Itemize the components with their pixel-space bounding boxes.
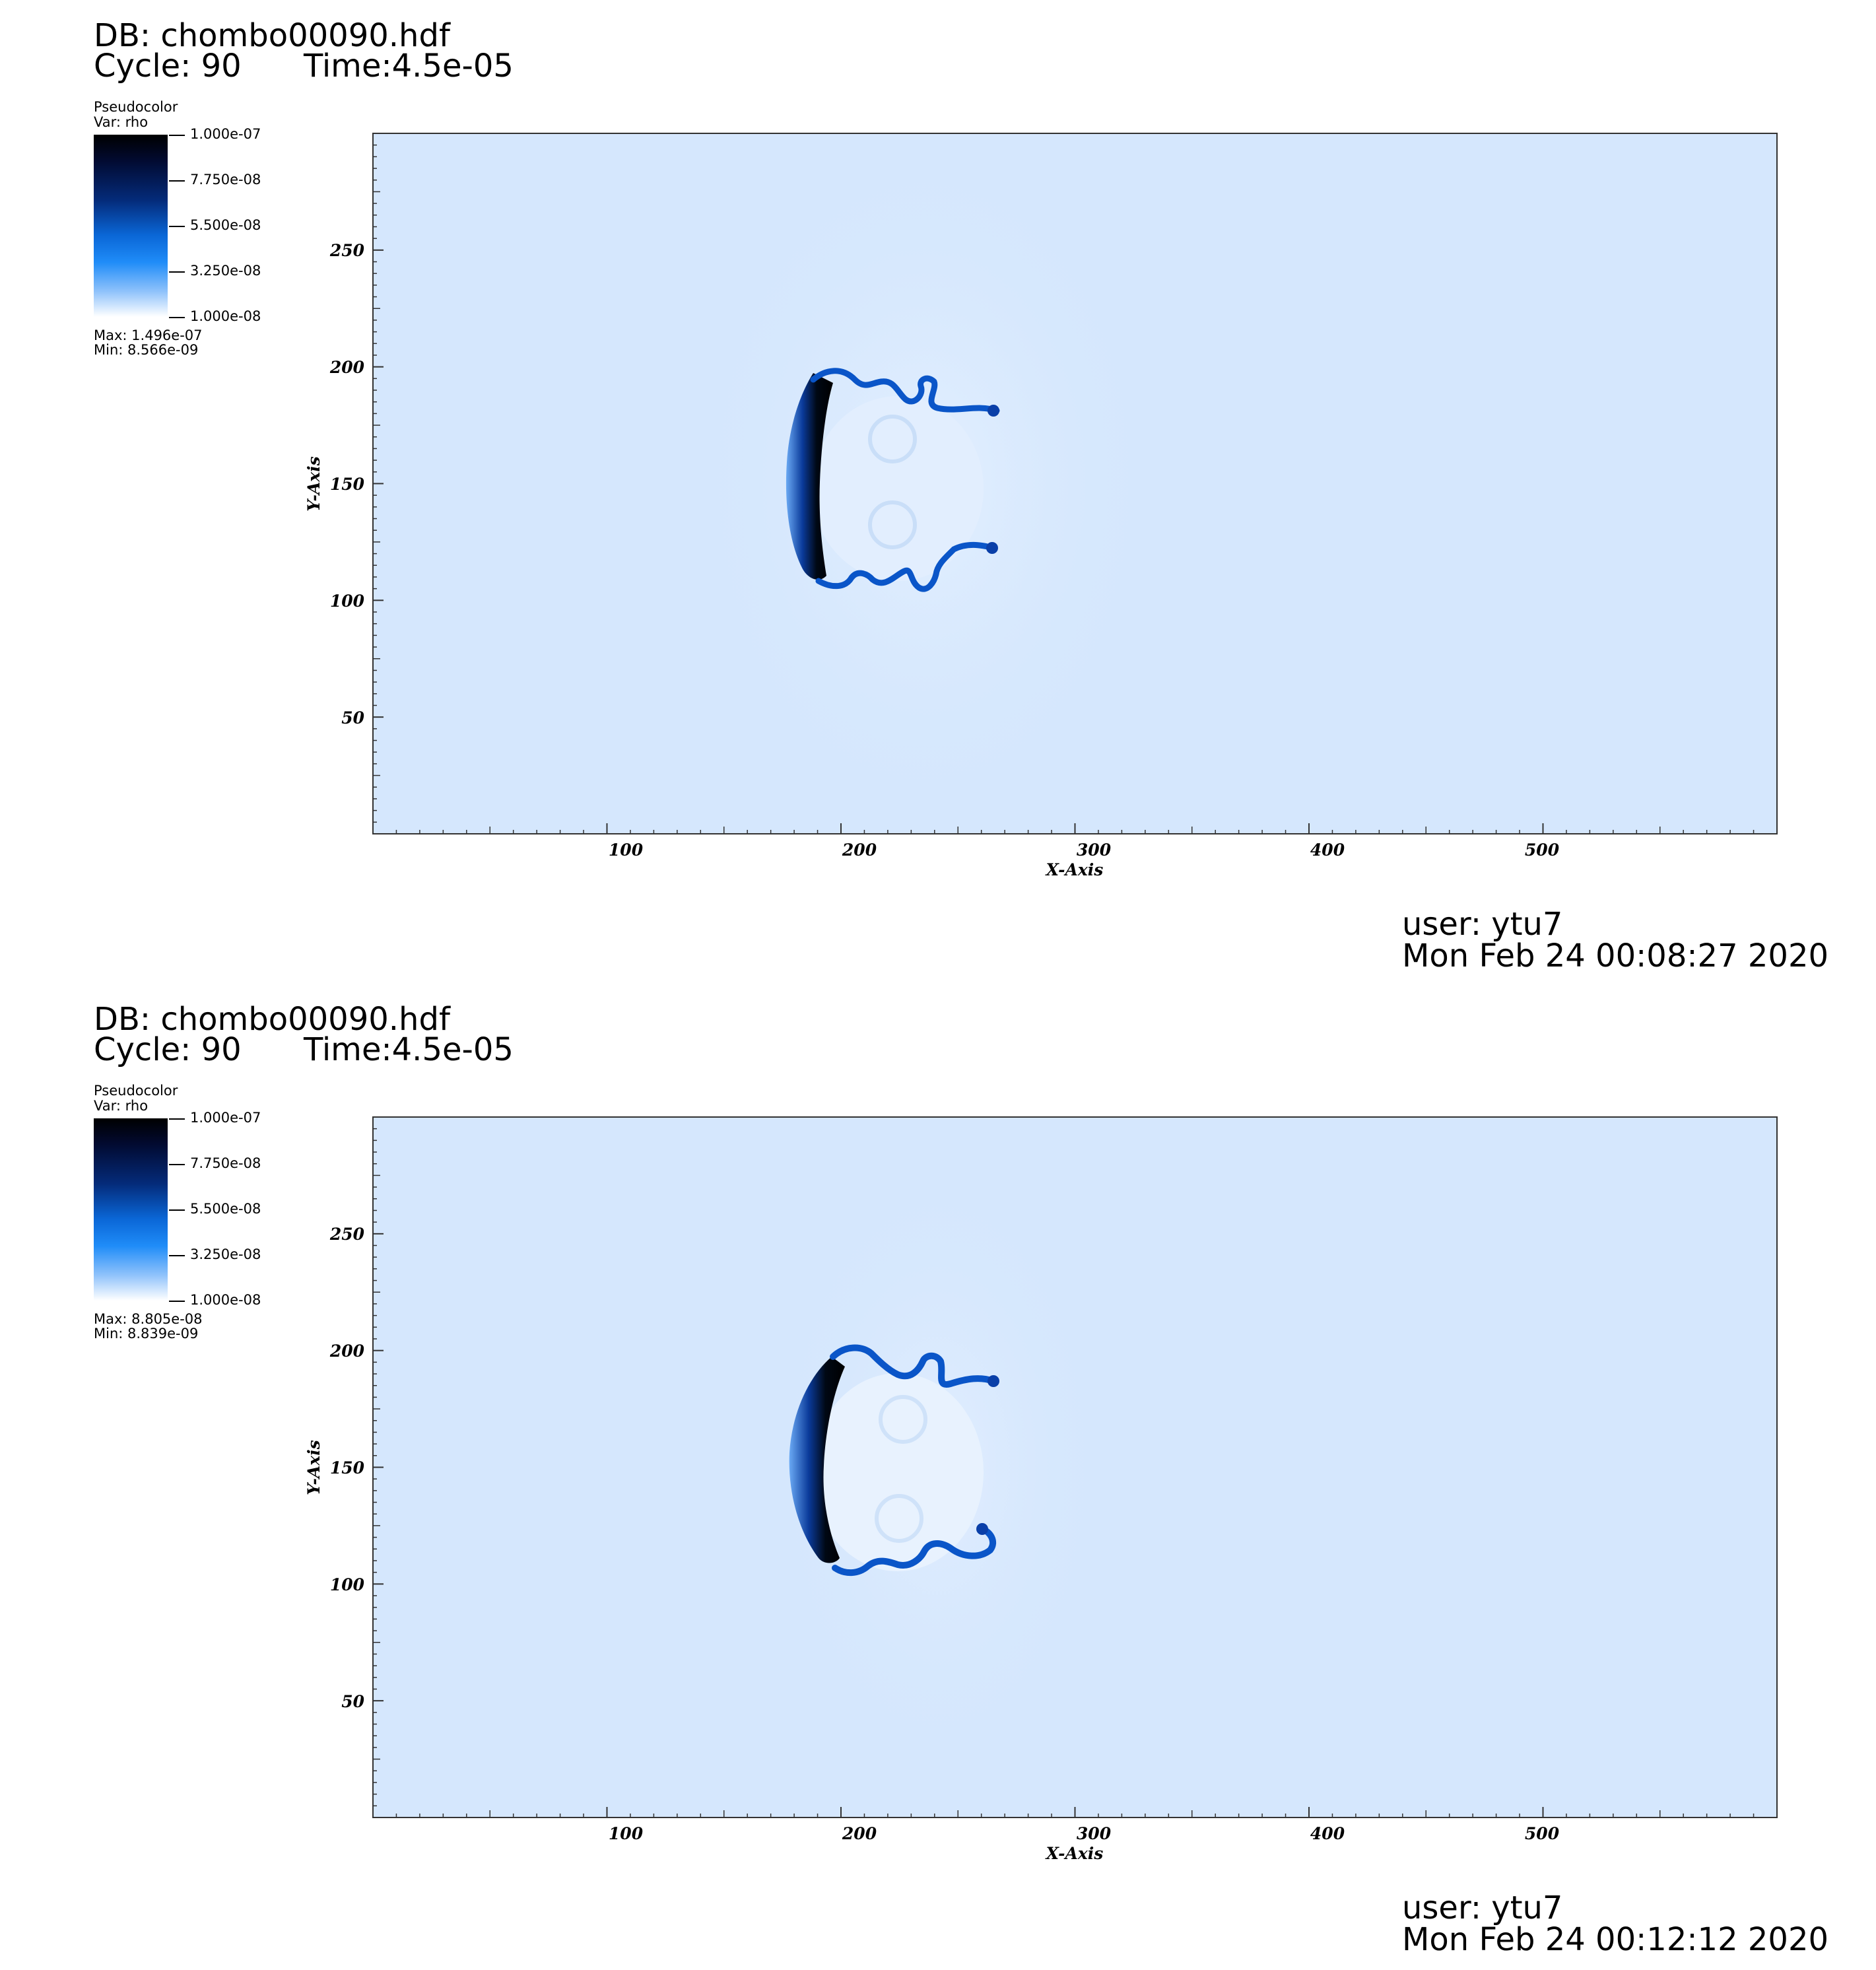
pseudocolor-plot: 100 200 300 400 500 X-Axis 50 100 150 20…: [304, 1116, 1778, 1863]
axis-ticks: [373, 1128, 1755, 1817]
colorbar-tick-mark: [169, 317, 185, 318]
plot-panel-1: DB: chombo00090.hdf Cycle: 90 Time:4.5e-…: [0, 0, 1876, 984]
x-tick-label: 400: [1310, 1824, 1345, 1843]
lower-tail: [832, 1526, 997, 1577]
y-axis-label: Y-Axis: [304, 1440, 323, 1495]
y-tick-label: 250: [329, 1225, 365, 1244]
x-axis-label: X-Axis: [1045, 1844, 1104, 1863]
colorbar-tick-mark: [169, 1209, 185, 1211]
x-tick-label: 300: [1077, 1824, 1112, 1843]
colorbar-tick-label: 1.000e-08: [190, 1292, 261, 1308]
legend-title: Pseudocolor: [94, 99, 178, 115]
colorbar-tick-label: 1.000e-08: [190, 308, 261, 324]
pseudocolor-plot: 100 200 300 400 500 X-Axis 50 100 150 20…: [304, 133, 1778, 879]
tail-tip: [986, 542, 998, 554]
cycle-label: Cycle: 90: [94, 48, 242, 85]
colorbar-tick-mark: [169, 226, 185, 227]
time-label: Time:4.5e-05: [304, 1031, 514, 1068]
colorbar-tick-mark: [169, 135, 185, 136]
y-tick-label: 50: [341, 708, 364, 728]
y-tick-label: 150: [330, 475, 365, 494]
date-label: Mon Feb 24 00:12:12 2020: [1402, 1921, 1829, 1958]
x-tick-label: 500: [1525, 840, 1560, 860]
shock-front: [786, 373, 833, 580]
x-tick-label: 100: [609, 840, 644, 860]
tail-tip: [976, 1523, 988, 1535]
vortex: [868, 415, 917, 463]
colorbar-tick-mark: [169, 1118, 185, 1120]
x-tick-label: 500: [1525, 1824, 1560, 1843]
y-tick-label: 100: [330, 592, 365, 611]
tail-tip: [988, 1375, 999, 1387]
legend-max: Max: 8.805e-08: [94, 1311, 203, 1327]
user-label: user: ytu7: [1402, 1889, 1563, 1926]
colorbar-tick-label: 5.500e-08: [190, 217, 261, 233]
x-tick-label: 300: [1077, 840, 1112, 860]
vortex: [868, 500, 917, 549]
colorbar-tick-label: 5.500e-08: [190, 1201, 261, 1217]
y-tick-label: 100: [330, 1575, 365, 1594]
y-tick-label: 200: [329, 1342, 365, 1361]
x-tick-label: 200: [842, 840, 877, 860]
shock-front: [789, 1357, 845, 1563]
legend-title: Pseudocolor: [94, 1083, 178, 1099]
user-label: user: ytu7: [1402, 906, 1563, 943]
cycle-label: Cycle: 90: [94, 1031, 242, 1068]
y-tick-label: 250: [329, 241, 365, 260]
upper-tail: [810, 368, 1000, 414]
colorbar-tick-label: 3.250e-08: [190, 1246, 261, 1262]
vortex: [875, 1494, 923, 1543]
colorbar-tick-label: 7.750e-08: [190, 1155, 261, 1171]
vortex-region: [812, 396, 984, 581]
y-tick-label: 150: [330, 1458, 365, 1478]
axis-ticks: [373, 144, 1755, 834]
colorbar: [94, 1118, 168, 1301]
time-label: Time:4.5e-05: [304, 48, 514, 85]
legend-max: Max: 1.496e-07: [94, 327, 203, 343]
colorbar-tick-mark: [169, 271, 185, 273]
legend-var: Var: rho: [94, 1098, 149, 1114]
colorbar-tick-mark: [169, 1164, 185, 1165]
y-axis-label: Y-Axis: [304, 456, 323, 512]
colorbar-tick-mark: [169, 1255, 185, 1256]
plot-panel-2: DB: chombo00090.hdf Cycle: 90 Time:4.5e-…: [0, 984, 1876, 1967]
tail-tip: [988, 405, 999, 417]
colorbar: [94, 135, 168, 317]
legend-var: Var: rho: [94, 114, 149, 130]
x-tick-label: 100: [609, 1824, 644, 1843]
colorbar-tick-label: 3.250e-08: [190, 263, 261, 279]
date-label: Mon Feb 24 00:08:27 2020: [1402, 937, 1829, 974]
colorbar-tick-mark: [169, 180, 185, 182]
db-label: DB: chombo00090.hdf: [94, 1001, 450, 1038]
legend-min: Min: 8.839e-09: [94, 1326, 199, 1342]
vortex-region: [812, 1373, 984, 1571]
lower-tail: [815, 541, 997, 592]
x-tick-label: 200: [842, 1824, 877, 1843]
x-axis-label: X-Axis: [1045, 860, 1104, 879]
y-tick-label: 200: [329, 358, 365, 377]
x-tick-label: 400: [1310, 840, 1345, 860]
vortex: [879, 1395, 927, 1444]
legend-min: Min: 8.566e-09: [94, 342, 199, 358]
colorbar-tick-label: 1.000e-07: [190, 1110, 261, 1126]
colorbar-tick-mark: [169, 1301, 185, 1302]
colorbar-tick-label: 7.750e-08: [190, 172, 261, 187]
db-label: DB: chombo00090.hdf: [94, 17, 450, 54]
y-tick-label: 50: [341, 1692, 364, 1711]
upper-tail: [830, 1344, 997, 1388]
colorbar-tick-label: 1.000e-07: [190, 126, 261, 142]
